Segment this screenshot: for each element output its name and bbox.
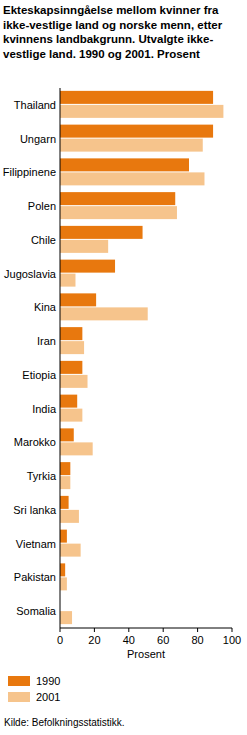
tick-mark: [232, 628, 233, 632]
category-label: Marokko: [14, 436, 56, 448]
tick-label: 100: [223, 634, 241, 646]
bar: [60, 260, 115, 273]
bar: [60, 510, 79, 523]
bar: [60, 544, 81, 557]
bar: [60, 462, 70, 475]
bar: [60, 240, 108, 253]
bar: [60, 226, 143, 239]
bars: [60, 91, 223, 624]
category-label: Pakistan: [14, 571, 56, 583]
source: Kilde: Befolkningsstatistikk.: [4, 717, 125, 728]
legend-swatch: [8, 692, 30, 702]
category-label: Somalia: [16, 605, 57, 617]
category-label: Tyrkia: [27, 470, 57, 482]
tick-label: 0: [57, 634, 63, 646]
category-label: Vietnam: [16, 538, 56, 550]
tick-label: 20: [88, 634, 100, 646]
tick-label: 40: [123, 634, 135, 646]
category-label: Filippinene: [3, 166, 56, 178]
x-axis-line: [60, 628, 232, 629]
tick-mark: [128, 628, 129, 632]
tick-mark: [94, 628, 95, 632]
bar: [60, 158, 189, 171]
legend-swatch: [8, 676, 30, 686]
y-axis-line: [60, 88, 61, 628]
bar: [60, 530, 67, 543]
bar: [60, 172, 204, 185]
legend-label: 1990: [36, 675, 60, 687]
category-label: Iran: [37, 335, 56, 347]
bar: [60, 496, 69, 509]
category-label: Kina: [34, 301, 57, 313]
bar: [60, 611, 72, 624]
bar: [60, 293, 96, 306]
bar: [60, 442, 93, 455]
bar: [60, 361, 82, 374]
legend-label: 2001: [36, 691, 60, 703]
bar: [60, 91, 213, 104]
category-label: Polen: [28, 200, 56, 212]
bar: [60, 274, 75, 287]
tick-mark: [197, 628, 198, 632]
category-label: India: [32, 403, 57, 415]
tick-mark: [60, 628, 61, 632]
bar: [60, 192, 175, 205]
chart: Thailand Ungarn Filippinene Polen Chile Jugos…: [0, 0, 247, 735]
category-label: Sri lanka: [13, 504, 57, 516]
bar: [60, 476, 70, 489]
category-label: Thailand: [14, 99, 56, 111]
bar: [60, 428, 74, 441]
bar: [60, 206, 177, 219]
tick-label: 80: [191, 634, 203, 646]
tick-mark: [163, 628, 164, 632]
category-label: Chile: [31, 234, 56, 246]
bar: [60, 395, 77, 408]
bar: [60, 409, 82, 422]
tick-label: 60: [157, 634, 169, 646]
bar: [60, 577, 67, 590]
bar: [60, 139, 203, 152]
category-label: Jugoslavia: [4, 268, 57, 280]
chart-title: Ekteskapsinngåelse mellom kvinner fra ik…: [3, 3, 243, 61]
x-axis-label: Prosent: [127, 648, 165, 660]
category-label: Ungarn: [20, 133, 56, 145]
bar: [60, 327, 82, 340]
bar: [60, 563, 65, 576]
bar: [60, 307, 148, 320]
category-label: Etiopia: [22, 369, 57, 381]
bar: [60, 375, 88, 388]
bar: [60, 125, 213, 138]
bar: [60, 341, 84, 354]
bar: [60, 105, 223, 118]
